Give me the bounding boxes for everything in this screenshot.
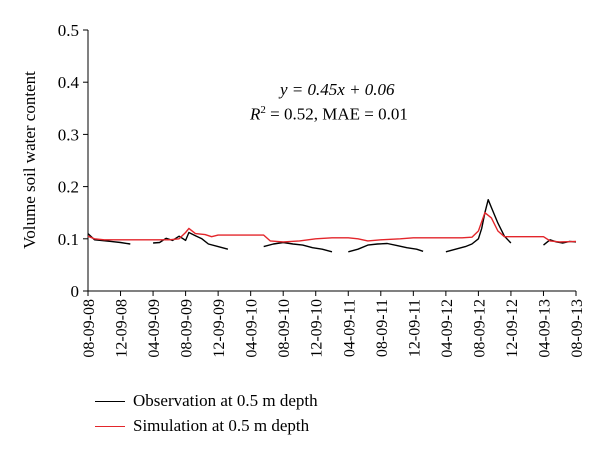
- x-tick-label: 12-09-08: [114, 299, 131, 358]
- y-tick-label: 0.5: [58, 21, 79, 40]
- y-tick-label: 0.3: [58, 125, 79, 144]
- y-tick-label: 0.4: [58, 73, 80, 92]
- legend-observation-swatch: [95, 400, 125, 402]
- x-tick-label: 04-09-13: [536, 299, 553, 358]
- x-tick-label: 08-09-12: [471, 299, 488, 358]
- y-tick-label: 0.2: [58, 178, 79, 197]
- legend-observation-label: Observation at 0.5 m depth: [133, 391, 318, 410]
- y-axis-label: Volume soil water content: [20, 71, 39, 249]
- regression-equation: y = 0.45x + 0.06: [280, 80, 395, 99]
- legend-simulation: Simulation at 0.5 m depth: [95, 416, 309, 436]
- series-line-observation: [348, 242, 424, 253]
- x-tick-label: 08-09-08: [81, 299, 98, 358]
- x-tick-label: 08-09-09: [179, 299, 196, 358]
- x-tick-label: 08-09-10: [276, 299, 293, 358]
- legend-simulation-swatch: [95, 425, 125, 427]
- x-tick-label: 08-09-11: [374, 299, 391, 357]
- x-tick-label: 04-09-11: [341, 299, 358, 357]
- x-tick-label: 12-09-09: [211, 299, 228, 358]
- x-tick-label: 04-09-12: [439, 299, 456, 358]
- axes: [87, 30, 576, 292]
- r2-mae-values: = 0.52, MAE = 0.01: [265, 104, 408, 124]
- legend-observation: Observation at 0.5 m depth: [95, 391, 318, 411]
- y-tick-label: 0.1: [58, 230, 79, 249]
- legend-simulation-label: Simulation at 0.5 m depth: [133, 416, 310, 435]
- series-layer: [87, 199, 577, 253]
- y-tick-label: 0: [71, 282, 80, 301]
- x-tick-label: 04-09-10: [244, 299, 261, 358]
- x-tick-label: 12-09-12: [504, 299, 521, 358]
- x-tick-label: 08-09-13: [569, 299, 586, 358]
- x-ticks: 08-09-08 12-09-08 04-09-09 08-09-09 12-09-09…: [81, 291, 586, 358]
- series-line-simulation: [87, 212, 577, 243]
- x-tick-label: 12-09-11: [406, 299, 423, 357]
- series-line-observation: [153, 231, 229, 250]
- series-line-observation: [263, 241, 333, 253]
- r2-symbol: R: [250, 104, 261, 124]
- series-line-observation: [445, 199, 512, 253]
- x-tick-label: 04-09-09: [146, 299, 163, 358]
- fit-statistics: R2 = 0.52, MAE = 0.01: [250, 104, 408, 125]
- y-ticks: 0 0.1 0.2 0.3 0.4 0.5: [58, 21, 88, 301]
- x-tick-label: 12-09-10: [309, 299, 326, 358]
- r2-superscript: 2: [260, 104, 266, 116]
